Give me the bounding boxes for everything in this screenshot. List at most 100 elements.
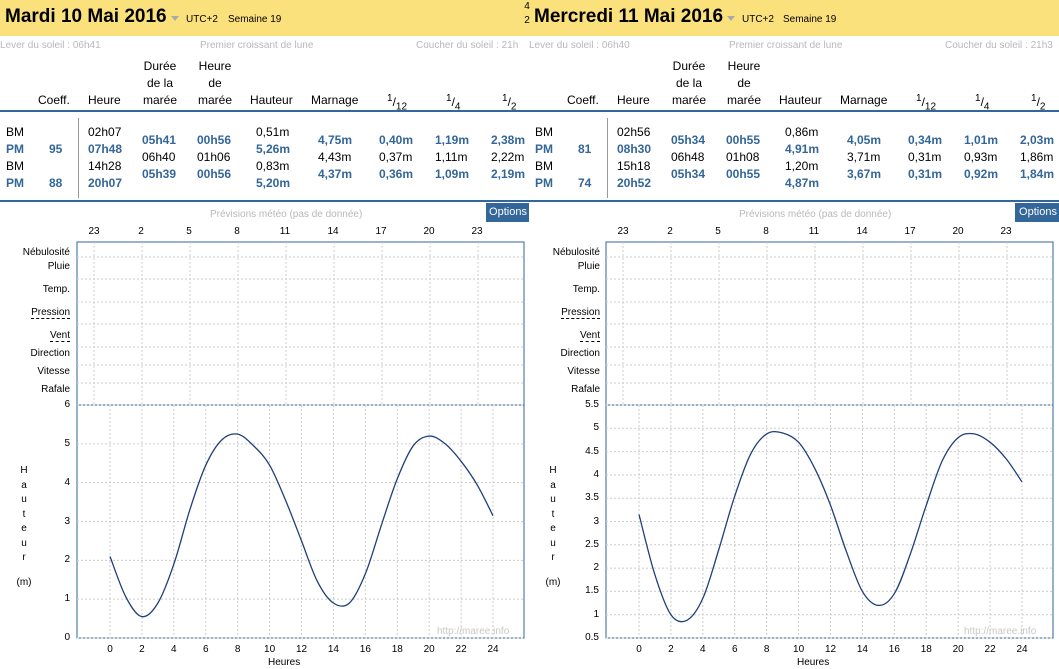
sunrise-text: Lever du soleil : 06h41 — [0, 40, 101, 51]
options-button[interactable]: Options — [1015, 203, 1059, 222]
x-tick-label: 6 — [202, 644, 209, 655]
col-heure-maree: Heure de marée — [724, 58, 764, 109]
row-label-vent[interactable]: Vent — [579, 330, 600, 342]
chevron-down-icon[interactable] — [727, 16, 735, 21]
row-label-temp: Temp. — [572, 284, 600, 295]
col-half: 1/2 — [1031, 93, 1046, 113]
tide-time: 02h56 — [617, 125, 651, 139]
week-label: Semaine 19 — [783, 14, 837, 25]
tide-type: PM — [535, 142, 553, 156]
y-axis-letter: t — [22, 508, 26, 520]
x-tick-label: 22 — [455, 644, 467, 655]
tide-quarter: 0,92m — [964, 167, 999, 181]
col-heure-maree-line2: de — [208, 76, 222, 90]
row-label-pression[interactable]: Pression — [31, 307, 70, 319]
col-quarter-denominator: 4 — [983, 101, 990, 113]
x-tick-label: 8 — [763, 644, 770, 655]
col-duree-line1: Durée — [143, 59, 177, 73]
y-axis-letter: r — [22, 552, 26, 563]
tide-height: 4,91m — [785, 142, 820, 156]
tide-curve — [109, 433, 494, 618]
tide-twelfth: 0,40m — [379, 133, 414, 147]
day-panel: Mardi 10 Mai 2016 UTC+2 Semaine 19 Lever… — [0, 0, 529, 669]
col-duree: Durée de la marée — [669, 58, 709, 109]
top-hour-tick: 14 — [856, 226, 868, 237]
day-title: Mardi 10 Mai 2016 — [5, 6, 167, 27]
col-half-denominator: 2 — [510, 101, 517, 113]
x-tick-label: 22 — [984, 644, 996, 655]
tide-range: 4,37m — [318, 167, 353, 181]
col-duree-line3: marée — [671, 93, 706, 107]
y-axis-letter: e — [550, 523, 556, 534]
top-hour-tick: 8 — [234, 226, 240, 237]
tide-twelfth: 0,31m — [908, 150, 942, 164]
row-label-rafale: Rafale — [571, 384, 600, 395]
tide-half: 1,84m — [1020, 167, 1055, 181]
table-bottom-rule — [0, 200, 529, 202]
col-duree-line1: Durée — [672, 59, 706, 73]
tide-half: 2,38m — [491, 133, 526, 147]
x-tick-label: 8 — [234, 644, 241, 655]
y-axis-letter: t — [551, 508, 555, 520]
y-tick-label: 3 — [593, 515, 599, 527]
row-label-rafale: Rafale — [41, 384, 70, 395]
tide-quarter: 0,93m — [964, 150, 998, 164]
tide-type: BM — [535, 159, 553, 173]
pager-top[interactable]: 4 — [524, 1, 530, 12]
x-tick-label: 24 — [1016, 644, 1028, 655]
x-tick-label: 20 — [423, 644, 435, 655]
tide-time: 07h48 — [88, 142, 123, 156]
tide-twelfth: 0,36m — [379, 167, 414, 181]
pager-bottom[interactable]: 2 — [524, 15, 530, 26]
y-tick-label: 3 — [64, 515, 70, 527]
y-tick-label: 2 — [64, 554, 70, 566]
col-heure-maree-line3: marée — [726, 93, 761, 107]
top-hour-tick: 23 — [88, 226, 100, 237]
meteo-grid — [605, 241, 1054, 406]
tide-time: 08h30 — [617, 142, 652, 156]
y-tick-label: 5.5 — [585, 399, 599, 410]
top-hour-tick: 17 — [904, 226, 916, 237]
day-header: Mardi 10 Mai 2016 UTC+2 Semaine 19 — [0, 0, 529, 36]
row-label-nebulosite: Nébulosité — [22, 247, 70, 258]
y-axis-unit: (m) — [545, 577, 561, 588]
y-tick-label: 1 — [64, 593, 70, 605]
tide-type: BM — [535, 125, 553, 139]
col-coeff: Coeff. — [38, 93, 70, 107]
tide-curve — [638, 430, 1023, 623]
row-label-vent[interactable]: Vent — [49, 330, 70, 342]
sunrise-text: Lever du soleil : 06h40 — [529, 40, 630, 51]
col-heure: Heure — [617, 93, 650, 107]
timezone-label: UTC+2 — [742, 14, 774, 25]
tide-chart — [605, 404, 1054, 639]
x-tick-label: 0 — [107, 644, 113, 655]
options-button[interactable]: Options — [486, 203, 529, 222]
tide-height: 1,20m — [785, 159, 819, 173]
tide-half: 1,86m — [1020, 150, 1054, 164]
top-hour-tick: 5 — [186, 226, 192, 237]
x-tick-label: 20 — [952, 644, 964, 655]
day-pager[interactable]: 4 2 — [522, 0, 532, 28]
table-top-rule — [0, 110, 529, 112]
day-title: Mercredi 11 Mai 2016 — [534, 6, 724, 27]
col-heure-maree-line1: Heure — [198, 59, 232, 73]
watermark-text: http://maree.info — [437, 626, 510, 637]
row-label-direction: Direction — [30, 348, 70, 359]
tide-height: 0,86m — [785, 125, 819, 139]
tide-coeff: 74 — [578, 176, 592, 190]
y-axis-letter: u — [550, 494, 556, 505]
tide-range: 3,71m — [847, 150, 881, 164]
tide-range: 4,05m — [847, 133, 882, 147]
col-duree-line2: de la — [146, 76, 174, 90]
x-tick-label: 14 — [856, 644, 868, 655]
row-label-pression[interactable]: Pression — [561, 307, 600, 319]
x-tick-label: 6 — [731, 644, 738, 655]
top-hour-tick: 14 — [327, 226, 339, 237]
col-heure: Heure — [88, 93, 121, 107]
tide-half: 2,19m — [491, 167, 526, 181]
tide-coeff: 88 — [49, 176, 63, 190]
row-label-nebulosite: Nébulosité — [552, 247, 600, 258]
chevron-down-icon[interactable] — [171, 16, 179, 21]
tide-twelfth: 0,37m — [379, 150, 413, 164]
table-top-rule — [529, 110, 1059, 112]
